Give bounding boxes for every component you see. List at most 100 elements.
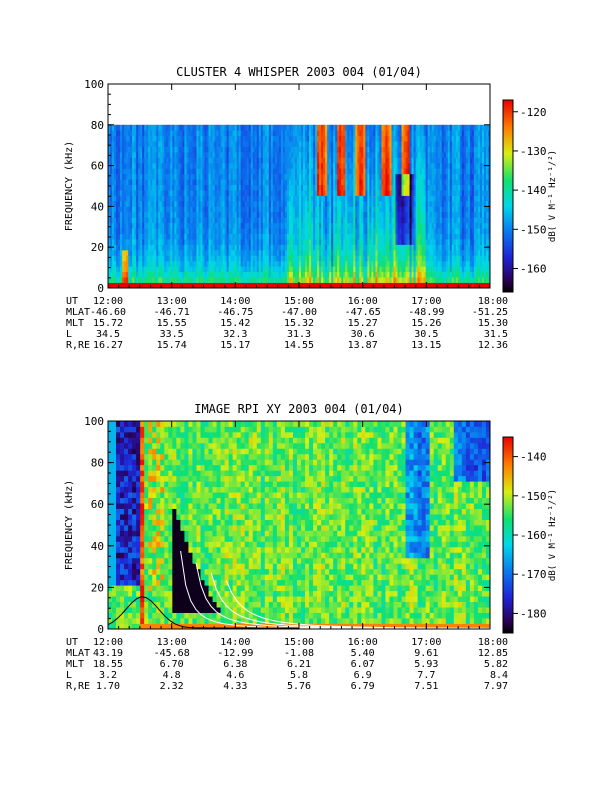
- spectrogram-cell: [345, 228, 348, 234]
- spectrogram-cell: [375, 260, 378, 267]
- spectrogram-cell: [383, 260, 386, 267]
- spectrogram-cell: [242, 179, 246, 186]
- spectrogram-cell: [252, 249, 256, 256]
- spectrogram-cell: [282, 179, 286, 186]
- spectrogram-cell: [278, 260, 282, 267]
- spectrogram-cell: [174, 217, 177, 224]
- spectrogram-cell: [116, 162, 119, 169]
- spectrogram-cell: [341, 260, 344, 267]
- spectrogram-cell: [156, 266, 159, 273]
- spectrogram-cell: [311, 228, 314, 234]
- spectrogram-cell: [379, 190, 382, 196]
- spectrogram-cell: [112, 282, 115, 289]
- spectrogram-cell: [365, 277, 368, 283]
- spectrogram-cell: [208, 130, 211, 137]
- spectrogram-cell: [232, 266, 236, 273]
- spectrogram-cell: [363, 146, 366, 153]
- spectrogram-cell: [280, 141, 284, 147]
- spectrogram-cell: [385, 233, 388, 240]
- spectrogram-cell: [319, 179, 322, 186]
- spectrogram-cell: [375, 211, 378, 218]
- spectrogram-cell: [319, 195, 322, 202]
- spectrogram-cell: [280, 157, 284, 164]
- spectrogram-cell: [124, 271, 127, 278]
- spectrogram-cell: [180, 217, 183, 224]
- spectrogram-cell: [266, 266, 270, 273]
- spectrogram-cell: [252, 157, 256, 164]
- spectrogram-cell: [405, 206, 408, 213]
- spectrogram-cell: [254, 282, 258, 289]
- spectrogram-cell: [244, 266, 248, 273]
- spectrogram-cell: [110, 222, 113, 229]
- spectrogram-cell: [214, 211, 217, 218]
- spectrogram-cell: [301, 249, 304, 256]
- spectrogram-cell: [288, 184, 292, 191]
- spectrogram-cell: [256, 211, 260, 218]
- spectrogram-cell: [425, 211, 429, 218]
- spectrogram-cell: [383, 190, 386, 196]
- spectrogram-cell: [176, 200, 179, 207]
- spectrogram-cell: [256, 244, 260, 251]
- spectrogram-cell: [246, 195, 250, 202]
- spectrogram-cell: [335, 233, 338, 240]
- spectrogram-cell: [194, 222, 197, 229]
- spectrogram-cell: [431, 277, 435, 283]
- spectrogram-cell: [365, 233, 368, 240]
- spectrogram-cell: [266, 146, 270, 153]
- spectrogram-cell: [353, 190, 356, 196]
- spectrogram-cell: [268, 162, 272, 169]
- spectrogram-cell: [204, 190, 207, 196]
- spectrogram-cell: [246, 200, 250, 207]
- spectrogram-cell: [359, 200, 362, 207]
- spectrogram-cell: [367, 255, 370, 262]
- spectrogram-cell: [319, 206, 322, 213]
- spectrogram-cell: [327, 173, 330, 180]
- spectrogram-cell: [278, 146, 282, 153]
- spectrogram-cell: [313, 228, 316, 234]
- spectrogram-cell: [166, 130, 169, 137]
- spectrogram-cell: [435, 255, 439, 262]
- spectrogram-cell: [170, 162, 173, 169]
- spectrogram-cell: [182, 266, 185, 273]
- spectrogram-cell: [260, 233, 264, 240]
- spectrogram-cell: [270, 206, 274, 213]
- spectrogram-cell: [154, 146, 157, 153]
- spectrogram-cell: [367, 282, 370, 289]
- spectrogram-cell: [311, 239, 314, 245]
- spectrogram-cell: [431, 130, 435, 137]
- spectrogram-cell: [268, 146, 272, 153]
- spectrogram-cell: [417, 233, 421, 240]
- spectrogram-cell: [252, 162, 256, 169]
- spectrogram-cell: [216, 206, 219, 213]
- spectrogram-cell: [244, 190, 248, 196]
- spectrogram-cell: [144, 135, 147, 142]
- spectrogram-cell: [260, 206, 264, 213]
- spectrogram-cell: [146, 233, 149, 240]
- spectrogram-cell: [375, 130, 378, 137]
- spectrogram-cell: [309, 260, 312, 267]
- spectrogram-cell: [397, 146, 400, 153]
- spectrogram-cell: [180, 162, 183, 169]
- spectrogram-cell: [441, 249, 445, 256]
- spectrogram-cell: [423, 228, 427, 234]
- spectrogram-cell: [395, 222, 398, 229]
- spectrogram-cell: [357, 239, 360, 245]
- spectrogram-cell: [371, 255, 374, 262]
- spectrogram-cell: [236, 124, 240, 131]
- spectrogram-cell: [431, 146, 435, 153]
- spectrogram-cell: [242, 168, 246, 175]
- spectrogram-cell: [176, 233, 179, 240]
- spectrogram-cell: [347, 157, 350, 164]
- spectrogram-cell: [192, 228, 195, 234]
- spectrogram-cell: [419, 266, 423, 273]
- spectrogram-cell: [110, 152, 113, 158]
- spectrogram-cell: [196, 184, 199, 191]
- spectrogram-cell: [413, 266, 417, 273]
- spectrogram-cell: [160, 124, 163, 131]
- spectrogram-cell: [280, 271, 284, 278]
- spectrogram-cell: [292, 190, 296, 196]
- spectrogram-cell: [409, 195, 412, 202]
- spectrogram-cell: [361, 195, 364, 202]
- spectrogram-cell: [429, 190, 433, 196]
